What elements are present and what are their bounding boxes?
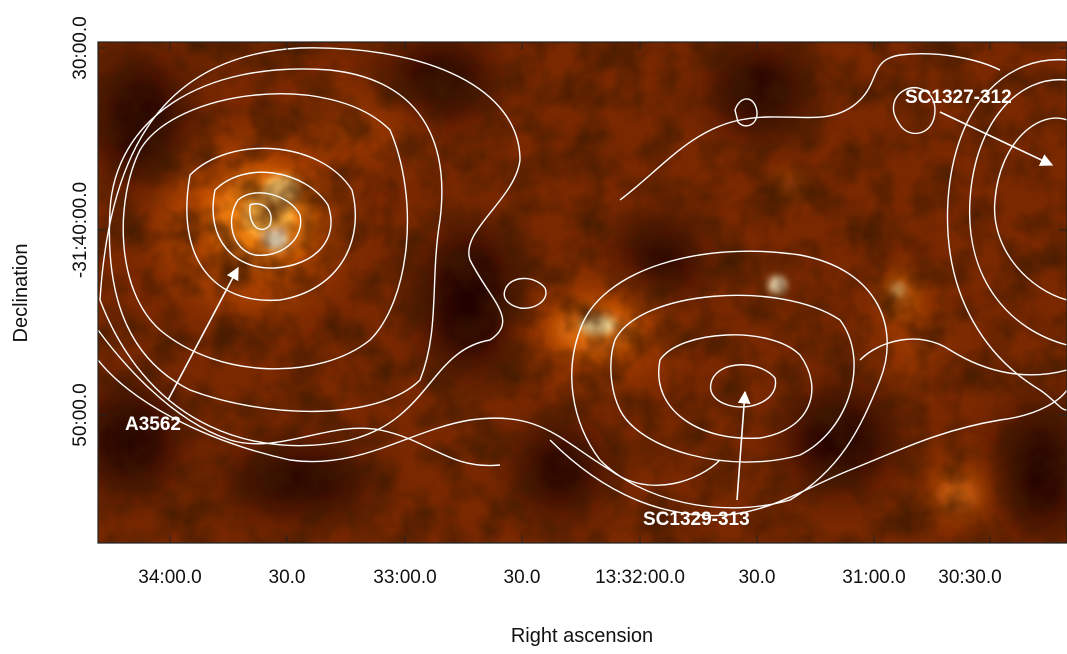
y-tick-label: -31:40:00.0	[70, 182, 91, 278]
plot-frame	[97, 41, 1067, 544]
contour-a3562-3	[212, 171, 332, 269]
contour-sc1327-3	[968, 78, 1067, 346]
contour-sc1327-4	[946, 58, 1067, 411]
tick-marks	[98, 42, 1067, 543]
x-tick-label: 34:00.0	[138, 567, 201, 588]
contour-sc1329-3	[610, 294, 855, 463]
contour-upper-mid	[619, 52, 1001, 201]
contour-blob-mid	[503, 277, 547, 309]
arrow-a3562	[167, 266, 239, 401]
contour-lower-left	[98, 329, 501, 467]
y-tick-labels: 30:00.0 -31:40:00.0 50:00.0	[70, 16, 91, 446]
x-tick-label: 30.0	[269, 567, 306, 588]
xray-contours	[98, 47, 1067, 517]
contour-sc1327-2	[993, 117, 1067, 301]
contour-a3562-1	[249, 203, 272, 231]
y-tick-label: 50:00.0	[70, 383, 91, 446]
x-tick-label: 33:00.0	[373, 567, 436, 588]
contour-a3562-8	[98, 359, 721, 486]
contour-sc1327-1	[892, 87, 936, 135]
x-tick-label: 30.0	[504, 567, 541, 588]
y-tick-label: 30:00.0	[70, 16, 91, 79]
contour-sc1329-1	[709, 364, 777, 408]
label-a3562: A3562	[125, 414, 181, 435]
x-axis-title: Right ascension	[511, 625, 653, 647]
contour-upper-small	[734, 98, 758, 127]
contour-sc1329-4	[571, 250, 888, 509]
x-tick-labels: 34:00.0 30.0 33:00.0 30.0 13:32:00.0 30.…	[138, 567, 1001, 588]
y-axis-title: Declination	[10, 244, 32, 343]
label-sc1327: SC1327-312	[905, 87, 1012, 108]
annotations: A3562 SC1329-313 SC1327-312	[125, 87, 1054, 530]
contour-a3562-2	[230, 192, 302, 256]
contour-a3562-7	[99, 47, 521, 447]
contour-sc1329-2	[658, 334, 813, 440]
label-sc1329: SC1329-313	[643, 509, 750, 530]
x-tick-label: 30:30.0	[938, 567, 1001, 588]
x-tick-label: 13:32:00.0	[595, 567, 685, 588]
x-tick-label: 30.0	[739, 567, 776, 588]
radio-image	[98, 42, 1067, 543]
arrow-sc1327	[939, 111, 1054, 166]
contour-right-lower	[859, 338, 1067, 376]
x-tick-label: 31:00.0	[842, 567, 905, 588]
contour-a3562-4	[186, 147, 357, 302]
contour-a3562-5	[122, 93, 409, 370]
arrow-sc1329	[736, 390, 751, 501]
contour-sc1329-5	[549, 389, 1067, 517]
